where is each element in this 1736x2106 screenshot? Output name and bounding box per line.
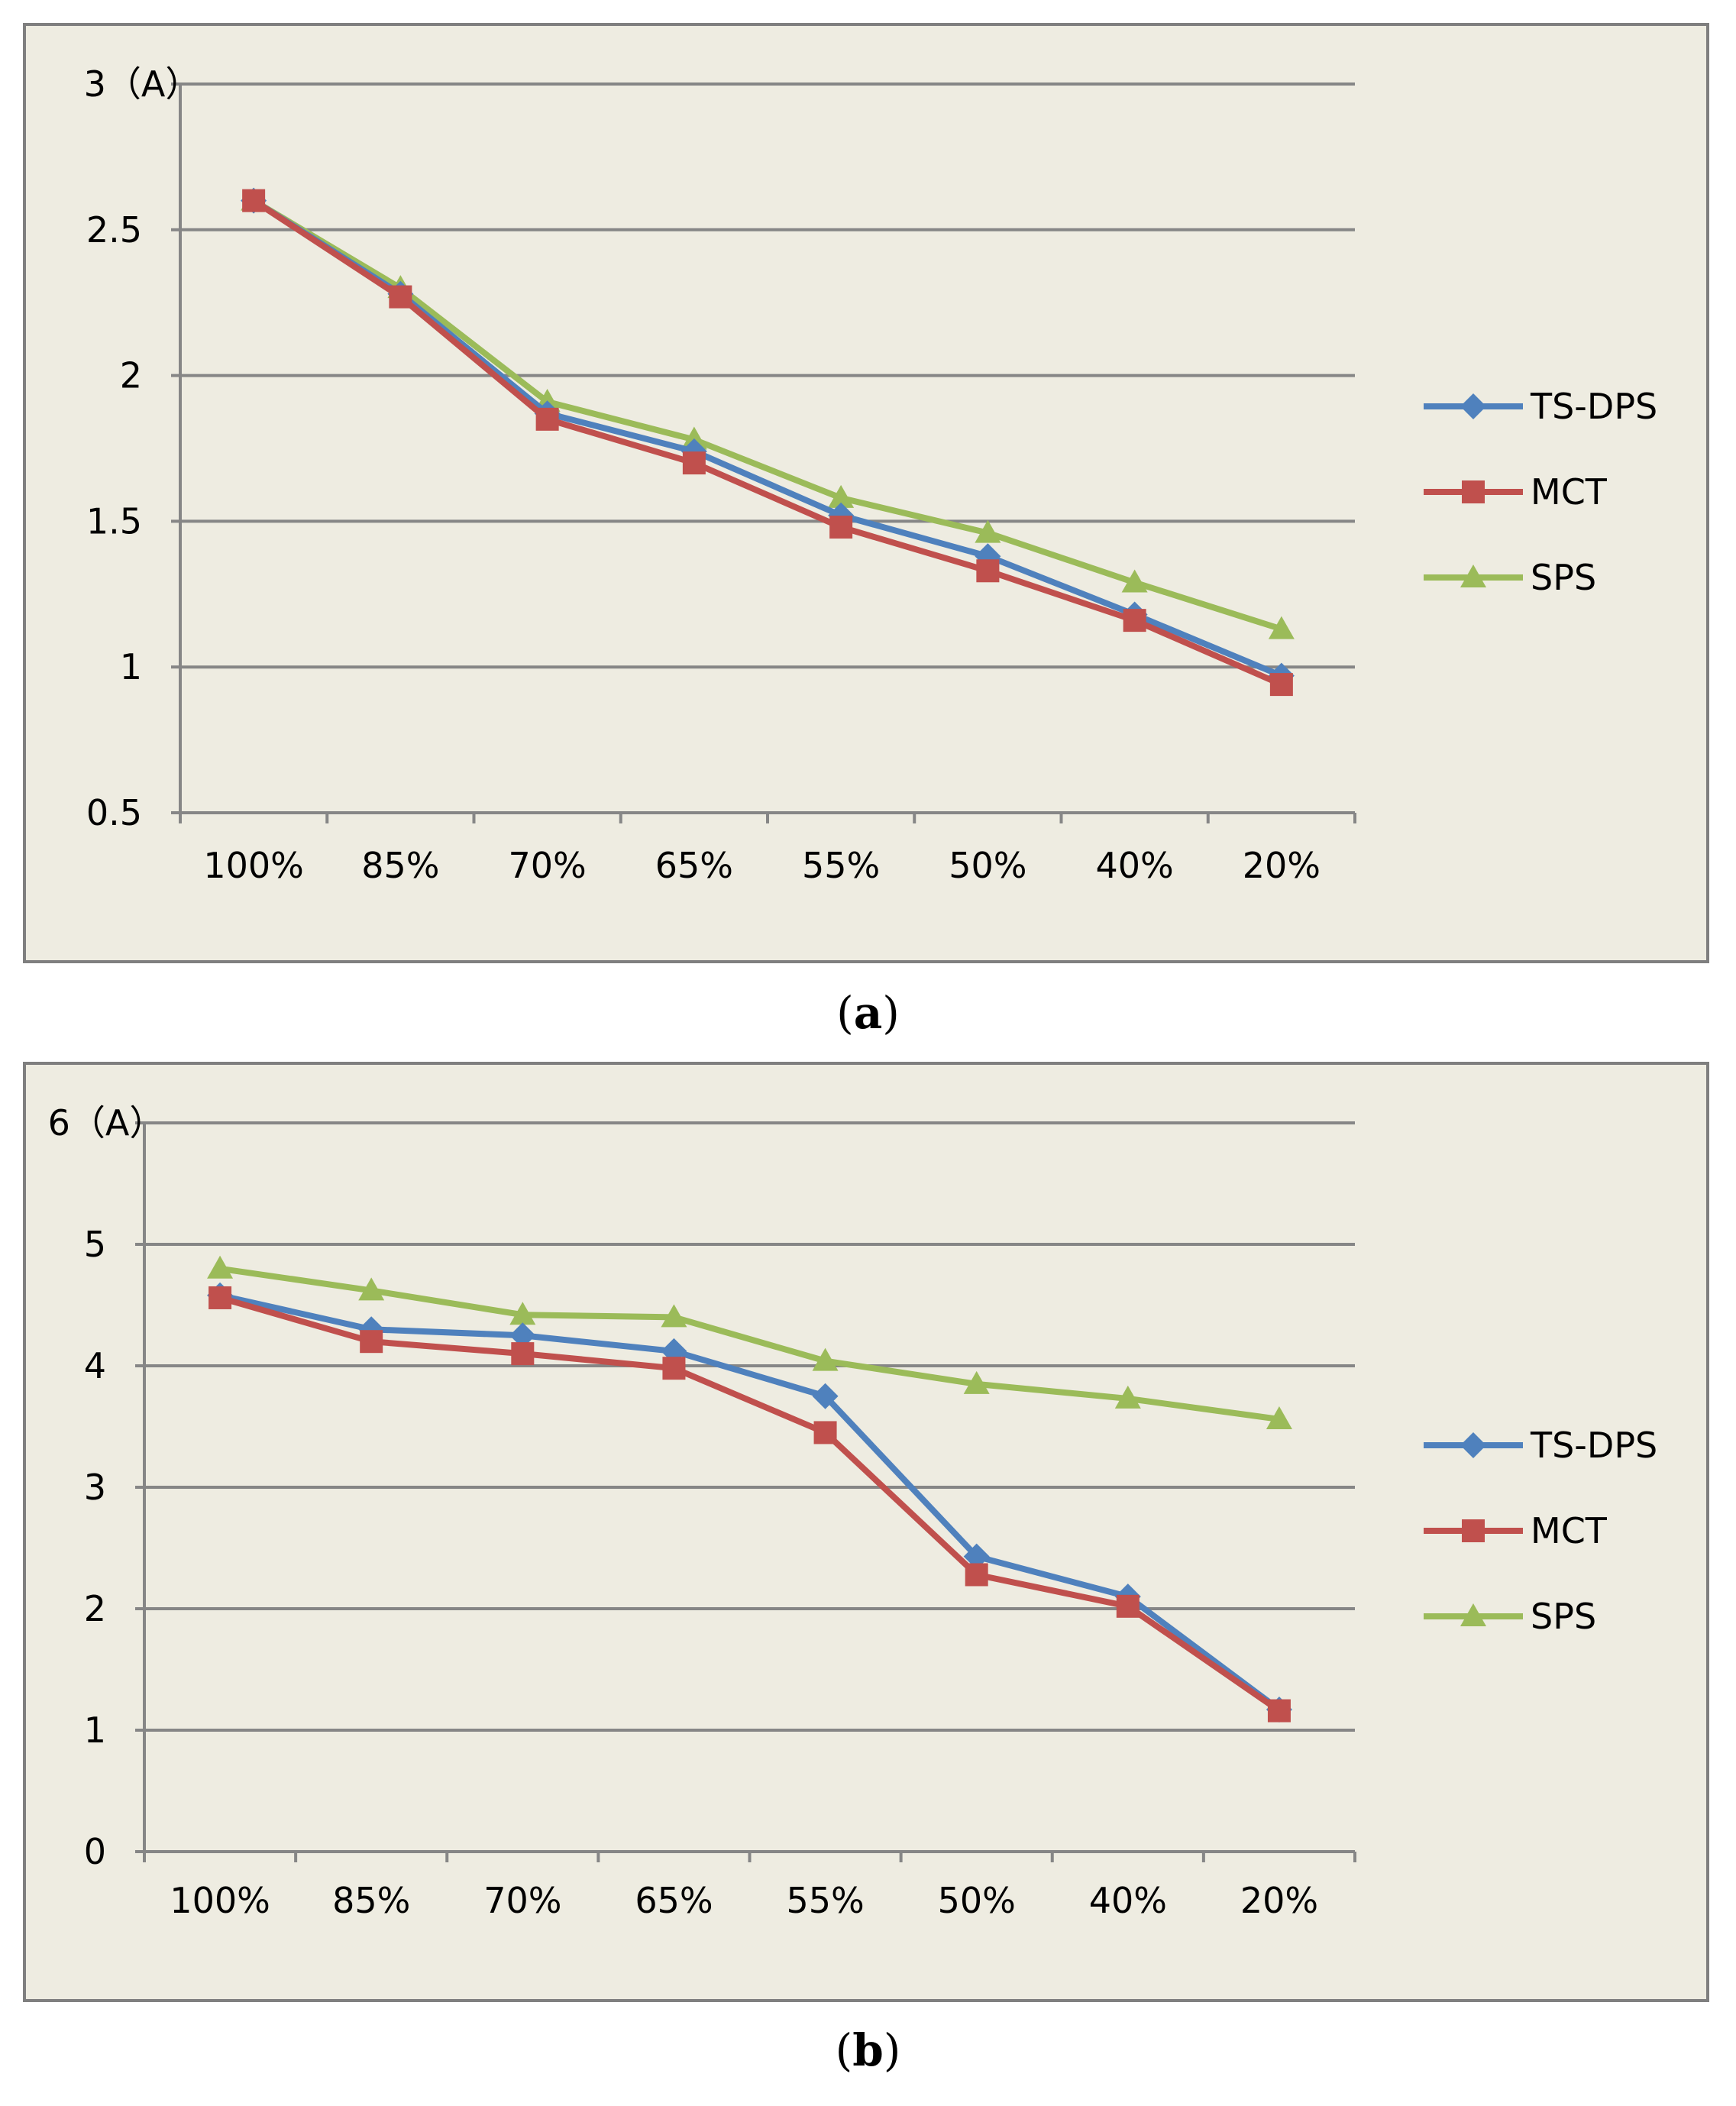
y-unit-label: 6（A） [48,1102,165,1144]
series-mct [242,189,1293,697]
legend-item: TS-DPS [1424,386,1657,427]
y-unit-label: 3（A） [84,63,201,105]
legend-label: MCT [1531,1510,1608,1551]
data-point [680,426,707,450]
data-point [828,484,855,508]
y-tick-label: 4 [84,1345,106,1386]
series-line [219,1292,1282,1713]
legend-item: SPS [1424,1596,1596,1637]
series-line [252,198,1283,632]
data-point [975,519,1001,543]
data-point [661,1338,687,1364]
x-tick-label: 20% [1243,845,1321,886]
y-tick-label: 0 [84,1831,106,1872]
legend-label: SPS [1531,557,1596,598]
series-line [219,1265,1280,1422]
series-sps [241,187,1295,639]
y-tick-label: 2 [120,355,142,396]
series-line [251,198,1283,679]
legend-label: MCT [1531,471,1608,513]
y-tick-label: 1 [84,1710,106,1751]
data-point [963,1543,990,1570]
y-tick-label: 2 [84,1588,106,1629]
data-point [963,1370,990,1394]
x-tick-label: 85% [361,845,439,886]
data-point [360,1330,383,1354]
data-point [1268,616,1295,639]
chart-panel-b: 0 1 2 3 4 5 6（A） 100% 85% 70% 65% 55% 50% 40% 20% TS-DP… [23,1062,1709,2002]
data-point [511,1342,535,1366]
x-tick-label: 50% [938,1880,1016,1921]
line-chart-b: 0 1 2 3 4 5 6（A） 100% 85% 70% 65% 55% 50% 40% 20% TS-DP… [48,1102,1658,1921]
data-point [209,1286,232,1309]
data-point [976,559,1000,583]
legend-marker [1460,1432,1486,1458]
data-point [1114,1385,1141,1409]
chart-panel-a: 0.5 1 1.5 2 2.5 3（A） 100% 85% 70% 65% 55% 50% 40% 20%… [23,23,1709,963]
legend-item: MCT [1424,471,1608,513]
y-tick-label: 2.5 [86,209,142,251]
x-tick-label: 55% [786,1880,864,1921]
data-point [389,285,412,309]
line-chart-a: 0.5 1 1.5 2 2.5 3（A） 100% 85% 70% 65% 55% 50% 40% 20%… [84,63,1658,886]
legend-marker [1462,1519,1485,1542]
caption-b: (b) [835,2024,901,2076]
x-tick-label: 70% [483,1880,561,1921]
y-tick-label: 1.5 [86,500,142,542]
series-mct [209,1286,1291,1723]
data-point [662,1357,686,1380]
data-point [1123,609,1146,632]
x-tick-label: 100% [203,845,304,886]
data-point [812,1347,839,1371]
legend-marker [1460,565,1486,587]
data-point [661,1304,687,1328]
data-point [682,451,706,475]
caption-a: (a) [836,987,900,1039]
x-tick-label: 70% [509,845,587,886]
data-point [1121,569,1148,593]
data-point [813,1421,837,1444]
data-point [207,1255,234,1279]
x-tick-label: 50% [949,845,1026,886]
data-point [242,189,266,212]
data-point [358,1316,385,1343]
legend-marker [1460,393,1486,419]
data-point [535,407,559,431]
data-point [509,1302,536,1325]
x-tick-label: 100% [170,1880,270,1921]
legend-item: SPS [1424,557,1596,598]
legend-marker [1462,480,1485,503]
y-tick-label: 0.5 [86,792,142,833]
x-tick-label: 40% [1096,845,1174,886]
legend-item: MCT [1424,1510,1608,1551]
series-line [251,198,1283,687]
data-point [358,1277,385,1301]
y-tick-label: 5 [84,1224,106,1265]
x-tick-label: 20% [1240,1880,1318,1921]
x-tick-label: 40% [1089,1880,1167,1921]
x-tick-label: 65% [635,1880,713,1921]
data-point [1267,1699,1291,1723]
x-tick-label: 85% [332,1880,410,1921]
legend-label: TS-DPS [1530,1425,1657,1466]
series-line [218,1295,1282,1713]
y-tick-label: 3 [84,1467,106,1508]
data-point [1269,673,1293,697]
data-point [1266,1406,1292,1429]
data-point [965,1563,988,1587]
x-tick-label: 65% [655,845,733,886]
data-point [829,516,853,539]
legend-item: TS-DPS [1424,1425,1657,1466]
series-sps [207,1255,1292,1429]
legend-marker [1460,1603,1486,1626]
y-tick-label: 1 [120,646,142,687]
data-point [509,1322,536,1349]
x-tick-label: 55% [802,845,880,886]
data-point [1116,1594,1140,1618]
legend-label: TS-DPS [1530,386,1657,427]
data-point [812,1383,839,1409]
legend-label: SPS [1531,1596,1596,1637]
